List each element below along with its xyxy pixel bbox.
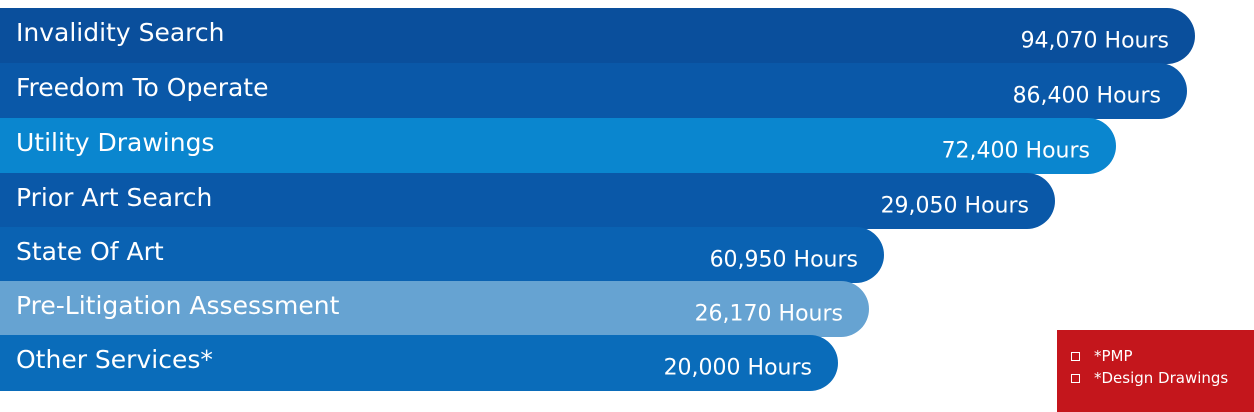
- note-text: *PMP: [1094, 347, 1133, 365]
- bar-value-label: 72,400 Hours: [941, 138, 1090, 164]
- note-text: *Design Drawings: [1094, 369, 1229, 387]
- bar-value-label: 20,000 Hours: [663, 355, 812, 381]
- bar-label: Prior Art Search: [16, 183, 213, 213]
- bar-value-label: 94,070 Hours: [1020, 28, 1169, 54]
- bar-label: Invalidity Search: [16, 18, 225, 48]
- bar-other-services: Other Services* 20,000 Hours: [0, 335, 838, 391]
- bar-label: Pre-Litigation Assessment: [16, 291, 340, 321]
- bar-freedom-to-operate: Freedom To Operate 86,400 Hours: [0, 63, 1187, 119]
- bar-value-label: 29,050 Hours: [880, 193, 1029, 219]
- bar-label: State Of Art: [16, 237, 164, 267]
- notes-box: *PMP *Design Drawings: [1057, 330, 1254, 412]
- note-item: *PMP: [1071, 345, 1254, 367]
- bar-label: Utility Drawings: [16, 128, 215, 158]
- square-bullet-icon: [1071, 373, 1080, 383]
- bar-pre-litigation-assessment: Pre-Litigation Assessment 26,170 Hours: [0, 281, 869, 337]
- note-item: *Design Drawings: [1071, 367, 1254, 389]
- bar-value-label: 26,170 Hours: [694, 301, 843, 327]
- bar-label: Freedom To Operate: [16, 73, 269, 103]
- bar-state-of-art: State Of Art 60,950 Hours: [0, 227, 884, 283]
- bar-label: Other Services*: [16, 345, 213, 375]
- bar-value-label: 60,950 Hours: [709, 247, 858, 273]
- square-bullet-icon: [1071, 351, 1080, 361]
- bar-utility-drawings: Utility Drawings 72,400 Hours: [0, 118, 1116, 174]
- bar-value-label: 86,400 Hours: [1012, 83, 1161, 109]
- bar-invalidity-search: Invalidity Search 94,070 Hours: [0, 8, 1195, 64]
- bar-prior-art-search: Prior Art Search 29,050 Hours: [0, 173, 1055, 229]
